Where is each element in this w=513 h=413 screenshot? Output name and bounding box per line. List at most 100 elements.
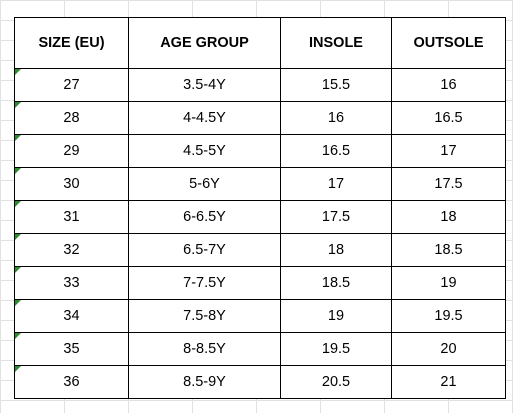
table-row: 30 5-6Y 17 17.5 <box>14 167 506 201</box>
insole-cell[interactable]: 16 <box>280 101 392 135</box>
outsole-cell[interactable]: 17 <box>391 134 506 168</box>
header-age-group[interactable]: AGE GROUP <box>128 17 281 69</box>
insole-cell[interactable]: 16.5 <box>280 134 392 168</box>
size-eu-cell[interactable]: 32 <box>14 233 129 267</box>
size-eu-cell[interactable]: 31 <box>14 200 129 234</box>
insole-cell[interactable]: 20.5 <box>280 365 392 399</box>
size-eu-cell[interactable]: 28 <box>14 101 129 135</box>
cell-value: 20 <box>440 341 457 357</box>
age-group-cell[interactable]: 7.5-8Y <box>128 299 281 333</box>
error-indicator-icon[interactable] <box>15 267 21 273</box>
cell-value: 3.5-4Y <box>183 77 226 93</box>
table-row: 28 4-4.5Y 16 16.5 <box>14 101 506 135</box>
cell-value: 4.5-5Y <box>183 143 226 159</box>
outsole-cell[interactable]: 20 <box>391 332 506 366</box>
age-group-cell[interactable]: 8.5-9Y <box>128 365 281 399</box>
table-row: 35 8-8.5Y 19.5 20 <box>14 332 506 366</box>
error-indicator-icon[interactable] <box>15 333 21 339</box>
cell-value: 33 <box>63 275 80 291</box>
cell-value: 18 <box>440 209 457 225</box>
error-indicator-icon[interactable] <box>15 69 21 75</box>
cell-value: 19.5 <box>321 341 351 357</box>
insole-cell[interactable]: 18 <box>280 233 392 267</box>
table-row: 31 6-6.5Y 17.5 18 <box>14 200 506 234</box>
cell-value: 21 <box>440 374 457 390</box>
outsole-cell[interactable]: 16 <box>391 68 506 102</box>
cell-value: 18.5 <box>321 275 351 291</box>
cell-value: 8.5-9Y <box>183 374 226 390</box>
outsole-cell[interactable]: 19.5 <box>391 299 506 333</box>
cell-value: 4-4.5Y <box>183 110 226 126</box>
size-eu-cell[interactable]: 33 <box>14 266 129 300</box>
cell-value: 16.5 <box>434 110 463 126</box>
cell-value: 16.5 <box>321 143 351 159</box>
error-indicator-icon[interactable] <box>15 300 21 306</box>
insole-cell[interactable]: 17.5 <box>280 200 392 234</box>
cell-value: 17.5 <box>321 209 351 225</box>
error-indicator-icon[interactable] <box>15 168 21 174</box>
age-group-cell[interactable]: 8-8.5Y <box>128 332 281 366</box>
size-eu-cell[interactable]: 34 <box>14 299 129 333</box>
header-outsole[interactable]: OUTSOLE <box>391 17 506 69</box>
cell-value: 6-6.5Y <box>183 209 226 225</box>
header-row: SIZE (EU) AGE GROUP INSOLE OUTSOLE <box>14 17 506 69</box>
cell-value: 6.5-7Y <box>183 242 226 258</box>
size-chart-table: SIZE (EU) AGE GROUP INSOLE OUTSOLE 27 3.5… <box>14 17 506 399</box>
outsole-cell[interactable]: 21 <box>391 365 506 399</box>
cell-value: 28 <box>63 110 80 126</box>
cell-value: 29 <box>63 143 80 159</box>
cell-value: 27 <box>63 77 80 93</box>
cell-value: 32 <box>63 242 80 258</box>
age-group-cell[interactable]: 6.5-7Y <box>128 233 281 267</box>
size-eu-cell[interactable]: 36 <box>14 365 129 399</box>
size-eu-cell[interactable]: 29 <box>14 134 129 168</box>
age-group-cell[interactable]: 7-7.5Y <box>128 266 281 300</box>
cell-value: 20.5 <box>321 374 351 390</box>
cell-value: 17 <box>327 176 345 192</box>
cell-value: 8-8.5Y <box>183 341 226 357</box>
error-indicator-icon[interactable] <box>15 135 21 141</box>
age-group-cell[interactable]: 3.5-4Y <box>128 68 281 102</box>
cell-value: 34 <box>63 308 80 324</box>
outsole-cell[interactable]: 18 <box>391 200 506 234</box>
cell-value: 16 <box>327 110 345 126</box>
error-indicator-icon[interactable] <box>15 234 21 240</box>
header-insole[interactable]: INSOLE <box>280 17 392 69</box>
table-row: 34 7.5-8Y 19 19.5 <box>14 299 506 333</box>
table-row: 29 4.5-5Y 16.5 17 <box>14 134 506 168</box>
error-indicator-icon[interactable] <box>15 366 21 372</box>
error-indicator-icon[interactable] <box>15 102 21 108</box>
age-group-cell[interactable]: 4-4.5Y <box>128 101 281 135</box>
cell-value: 36 <box>63 374 80 390</box>
insole-cell[interactable]: 15.5 <box>280 68 392 102</box>
cell-value: 16 <box>440 77 457 93</box>
size-eu-cell[interactable]: 30 <box>14 167 129 201</box>
age-group-cell[interactable]: 4.5-5Y <box>128 134 281 168</box>
cell-value: 19 <box>327 308 345 324</box>
outsole-cell[interactable]: 19 <box>391 266 506 300</box>
insole-cell[interactable]: 19.5 <box>280 332 392 366</box>
error-indicator-icon[interactable] <box>15 201 21 207</box>
outsole-cell[interactable]: 17.5 <box>391 167 506 201</box>
table-row: 33 7-7.5Y 18.5 19 <box>14 266 506 300</box>
cell-value: 17 <box>440 143 457 159</box>
cell-value: 19 <box>440 275 457 291</box>
insole-cell[interactable]: 17 <box>280 167 392 201</box>
age-group-cell[interactable]: 6-6.5Y <box>128 200 281 234</box>
insole-cell[interactable]: 18.5 <box>280 266 392 300</box>
size-eu-cell[interactable]: 35 <box>14 332 129 366</box>
cell-value: 18 <box>327 242 345 258</box>
insole-cell[interactable]: 19 <box>280 299 392 333</box>
cell-value: 17.5 <box>434 176 463 192</box>
age-group-cell[interactable]: 5-6Y <box>128 167 281 201</box>
cell-value: 19.5 <box>434 308 463 324</box>
header-size-eu[interactable]: SIZE (EU) <box>14 17 129 69</box>
cell-value: 18.5 <box>434 242 463 258</box>
outsole-cell[interactable]: 16.5 <box>391 101 506 135</box>
size-eu-cell[interactable]: 27 <box>14 68 129 102</box>
cell-value: 7.5-8Y <box>183 308 226 324</box>
cell-value: 31 <box>63 209 80 225</box>
table-row: 27 3.5-4Y 15.5 16 <box>14 68 506 102</box>
table-row: 32 6.5-7Y 18 18.5 <box>14 233 506 267</box>
outsole-cell[interactable]: 18.5 <box>391 233 506 267</box>
